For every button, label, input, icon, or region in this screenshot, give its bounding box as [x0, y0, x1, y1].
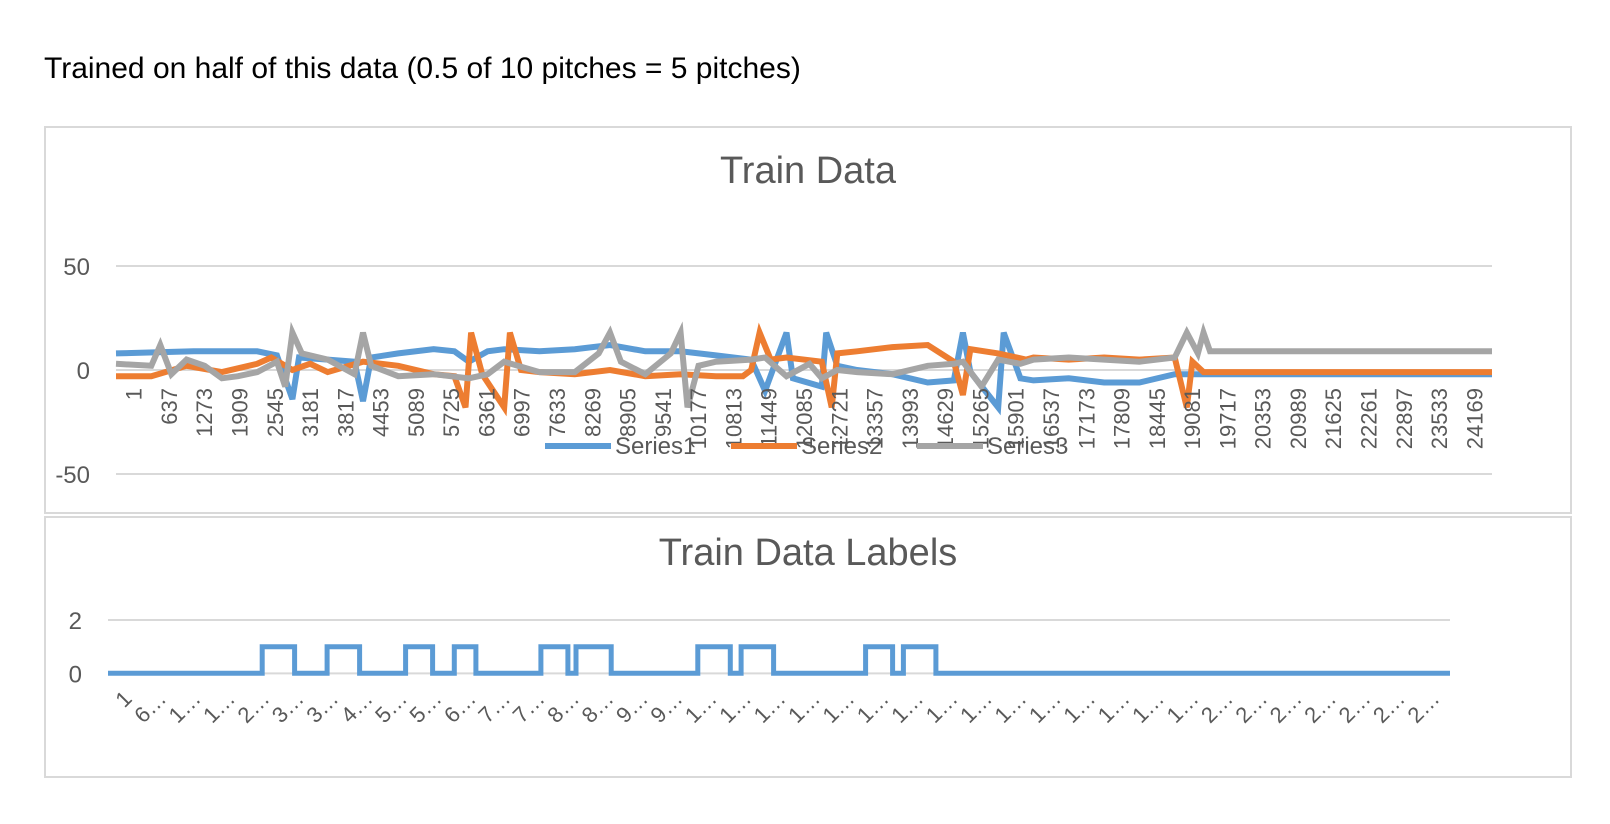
x-tick-label: 12721	[827, 388, 852, 449]
x-tick-label: 3…	[267, 686, 309, 728]
x-tick-label: 10813	[721, 388, 746, 449]
x-tick-label: 8269	[580, 388, 605, 437]
x-tick-label: 11449	[757, 388, 782, 448]
x-tick-label: 1…	[198, 686, 240, 728]
x-tick-label: 15265	[968, 388, 993, 449]
x-tick-label: 2…	[1299, 686, 1341, 728]
train-data-plot: 50 0 -50 1 637 1273 1909 2545 3181 3817 4453 5089 57…	[55, 254, 1492, 489]
x-tick-label: 7…	[473, 686, 515, 728]
series-line	[108, 644, 1450, 676]
x-tick-label: 1…	[1127, 686, 1169, 728]
x-tick-label: 1909	[227, 388, 252, 437]
x-tick-label: 2…	[1334, 686, 1376, 728]
x-tick-label: 6…	[439, 686, 481, 728]
x-tick-label: 17173	[1074, 388, 1099, 449]
x-tick-label: 7633	[545, 388, 570, 437]
y-tick-label: 2	[69, 608, 82, 635]
x-tick-label: 20989	[1286, 388, 1311, 449]
train-labels-chart: Train Data Labels 2 0 1 6… 1… 1… 2… 3… 3… 4… 5… 5… 6…	[44, 516, 1572, 778]
x-tick-label: 1…	[1093, 686, 1135, 728]
x-tick-label: 1…	[886, 686, 928, 728]
legend-label: Series2	[801, 433, 882, 460]
x-tick-label: 1…	[164, 686, 206, 728]
x-tick-label: 13357	[863, 388, 888, 449]
x-tick-label: 23533	[1427, 388, 1452, 449]
x-tick-label: 6…	[129, 686, 171, 728]
x-tick-label: 18445	[1145, 388, 1170, 449]
x-tick-label: 2…	[232, 686, 274, 728]
legend-label: Series1	[615, 433, 696, 460]
x-tick-label: 20353	[1251, 388, 1276, 449]
x-tick-label: 637	[157, 388, 182, 425]
x-tick-label: 1…	[921, 686, 963, 728]
x-tick-label: 5089	[404, 388, 429, 437]
x-tick-label: 10177	[686, 388, 711, 449]
series-line	[115, 331, 1492, 416]
x-tick-label: 21625	[1321, 388, 1346, 449]
train-labels-plot: 2016…1…1…2…3…3…4…5…5…6…7…7…8…8…9…9…1…1…1…	[69, 608, 1450, 728]
x-tick-label: 2…	[1196, 686, 1238, 728]
x-tick-label: 2545	[263, 388, 288, 437]
x-tick-label: 1…	[1024, 686, 1066, 728]
x-tick-label: 8905	[616, 388, 641, 437]
legend-label: Series3	[987, 433, 1068, 460]
x-tick-label: 1	[122, 388, 147, 400]
x-tick-label: 24169	[1462, 388, 1487, 449]
series-line	[115, 321, 1492, 409]
x-tick-label: 19081	[1180, 388, 1205, 449]
x-tick-label: 3181	[298, 388, 323, 437]
x-tick-label: 6361	[474, 388, 499, 437]
x-tick-label: 9…	[645, 686, 687, 728]
x-tick-label: 16537	[1039, 388, 1064, 449]
x-tick-label: 5725	[439, 388, 464, 437]
x-tick-label: 12085	[792, 388, 817, 449]
x-tick-label: 3817	[333, 388, 358, 437]
x-tick-label: 2…	[1368, 686, 1410, 728]
chart-title: Train Data	[720, 150, 896, 192]
x-tick-label: 9541	[651, 388, 676, 437]
x-tick-label: 8…	[577, 686, 619, 728]
y-tick-label: 0	[69, 661, 82, 688]
x-tick-label: 22897	[1392, 388, 1417, 449]
x-tick-label: 22261	[1357, 388, 1382, 449]
x-tick-label: 2…	[1265, 686, 1307, 728]
x-tick-label: 1…	[852, 686, 894, 728]
x-tick-label: 9…	[611, 686, 653, 728]
x-tick-label: 5…	[370, 686, 412, 728]
page-caption: Trained on half of this data (0.5 of 10 …	[44, 52, 801, 85]
train-data-chart: Train Data 50 0 -50 1 637 1273 1909 2545 3181 381…	[44, 126, 1572, 514]
x-tick-label: 7…	[508, 686, 550, 728]
y-tick-label: -50	[55, 462, 90, 489]
x-tick-label: 5…	[405, 686, 447, 728]
x-tick-label: 1…	[817, 686, 859, 728]
x-tick-label: 3…	[301, 686, 343, 728]
x-tick-label: 4…	[336, 686, 378, 728]
x-tick-label: 2…	[1402, 686, 1444, 728]
x-tick-label: 19717	[1215, 388, 1240, 449]
x-tick-label: 15901	[1004, 388, 1029, 449]
chart-title: Train Data Labels	[658, 532, 958, 574]
x-tick-label: 1…	[680, 686, 722, 728]
x-tick-label: 1273	[192, 388, 217, 437]
x-tick-label: 1…	[1162, 686, 1204, 728]
x-tick-label: 1…	[1058, 686, 1100, 728]
x-tick-label: 13993	[898, 388, 923, 449]
x-tick-label: 4453	[369, 388, 394, 437]
x-tick-label: 6997	[510, 388, 535, 437]
x-tick-label: 2…	[1230, 686, 1272, 728]
x-tick-label: 1…	[955, 686, 997, 728]
x-tick-label: 17809	[1110, 388, 1135, 449]
y-tick-label: 0	[77, 358, 90, 385]
x-tick-label: 8…	[542, 686, 584, 728]
x-tick-label: 1…	[749, 686, 791, 728]
x-tick-label: 1…	[783, 686, 825, 728]
x-tick-label: 1…	[990, 686, 1032, 728]
x-tick-label: 14629	[933, 388, 958, 449]
x-tick-label: 1…	[714, 686, 756, 728]
y-tick-label: 50	[63, 254, 90, 281]
